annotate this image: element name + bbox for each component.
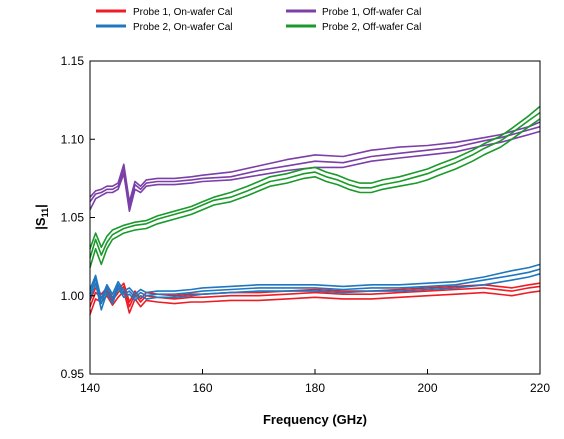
legend-entry-probe2-offwafer: Probe 2, Off-wafer Cal xyxy=(286,22,421,33)
x-axis-title: Frequency (GHz) xyxy=(263,412,367,427)
y-tick-label: 1.05 xyxy=(61,211,85,225)
y-axis-title-subscript: 11 xyxy=(40,208,50,218)
series-line-probe1-offwafer-2 xyxy=(89,125,541,208)
series-probe2-offwafer xyxy=(89,105,541,268)
y-axis-title: |S11| xyxy=(33,204,50,229)
series-line-probe2-onwafer-3 xyxy=(89,263,541,300)
axis-ticks: 140 160 180 200 220 0.95 1.00 1.05 1.10 1.15 xyxy=(61,54,551,395)
series-line-probe1-onwafer-1 xyxy=(89,290,541,315)
legend-label-probe1-offwafer: Probe 1, Off-wafer Cal xyxy=(322,7,421,18)
x-tick-label: 160 xyxy=(192,381,212,395)
x-tick-label: 220 xyxy=(530,381,550,395)
series-line-probe1-offwafer-3 xyxy=(89,121,541,203)
x-tick-label: 200 xyxy=(417,381,437,395)
y-tick-label: 1.15 xyxy=(61,54,85,68)
legend-label-probe2-onwafer: Probe 2, On-wafer Cal xyxy=(133,22,233,33)
y-axis-title-close: | xyxy=(33,204,48,208)
series-line-probe2-onwafer-1 xyxy=(89,273,541,311)
legend-entry-probe2-onwafer: Probe 2, On-wafer Cal xyxy=(96,22,233,33)
series-line-probe2-onwafer-2 xyxy=(89,268,541,305)
x-tick-label: 140 xyxy=(80,381,100,395)
legend-label-probe1-onwafer: Probe 1, On-wafer Cal xyxy=(133,7,233,18)
series-layer xyxy=(89,105,541,315)
series-line-probe2-offwafer-1 xyxy=(89,118,541,268)
plot-area-border xyxy=(89,60,541,375)
y-tick-label: 1.10 xyxy=(61,132,85,146)
series-probe2-onwafer xyxy=(89,263,541,311)
legend: Probe 1, On-wafer Cal Probe 2, On-wafer … xyxy=(96,7,421,33)
y-tick-label: 0.95 xyxy=(61,367,85,381)
series-line-probe2-offwafer-3 xyxy=(89,105,541,250)
series-line-probe1-offwafer-1 xyxy=(89,130,541,212)
series-probe1-offwafer xyxy=(89,121,541,212)
y-axis-title-main: |S xyxy=(33,217,48,230)
legend-entry-probe1-offwafer: Probe 1, Off-wafer Cal xyxy=(286,7,421,18)
series-line-probe2-offwafer-2 xyxy=(89,111,541,259)
legend-label-probe2-offwafer: Probe 2, Off-wafer Cal xyxy=(322,22,421,33)
legend-entry-probe1-onwafer: Probe 1, On-wafer Cal xyxy=(96,7,233,18)
y-tick-label: 1.00 xyxy=(61,289,85,303)
x-tick-label: 180 xyxy=(305,381,325,395)
